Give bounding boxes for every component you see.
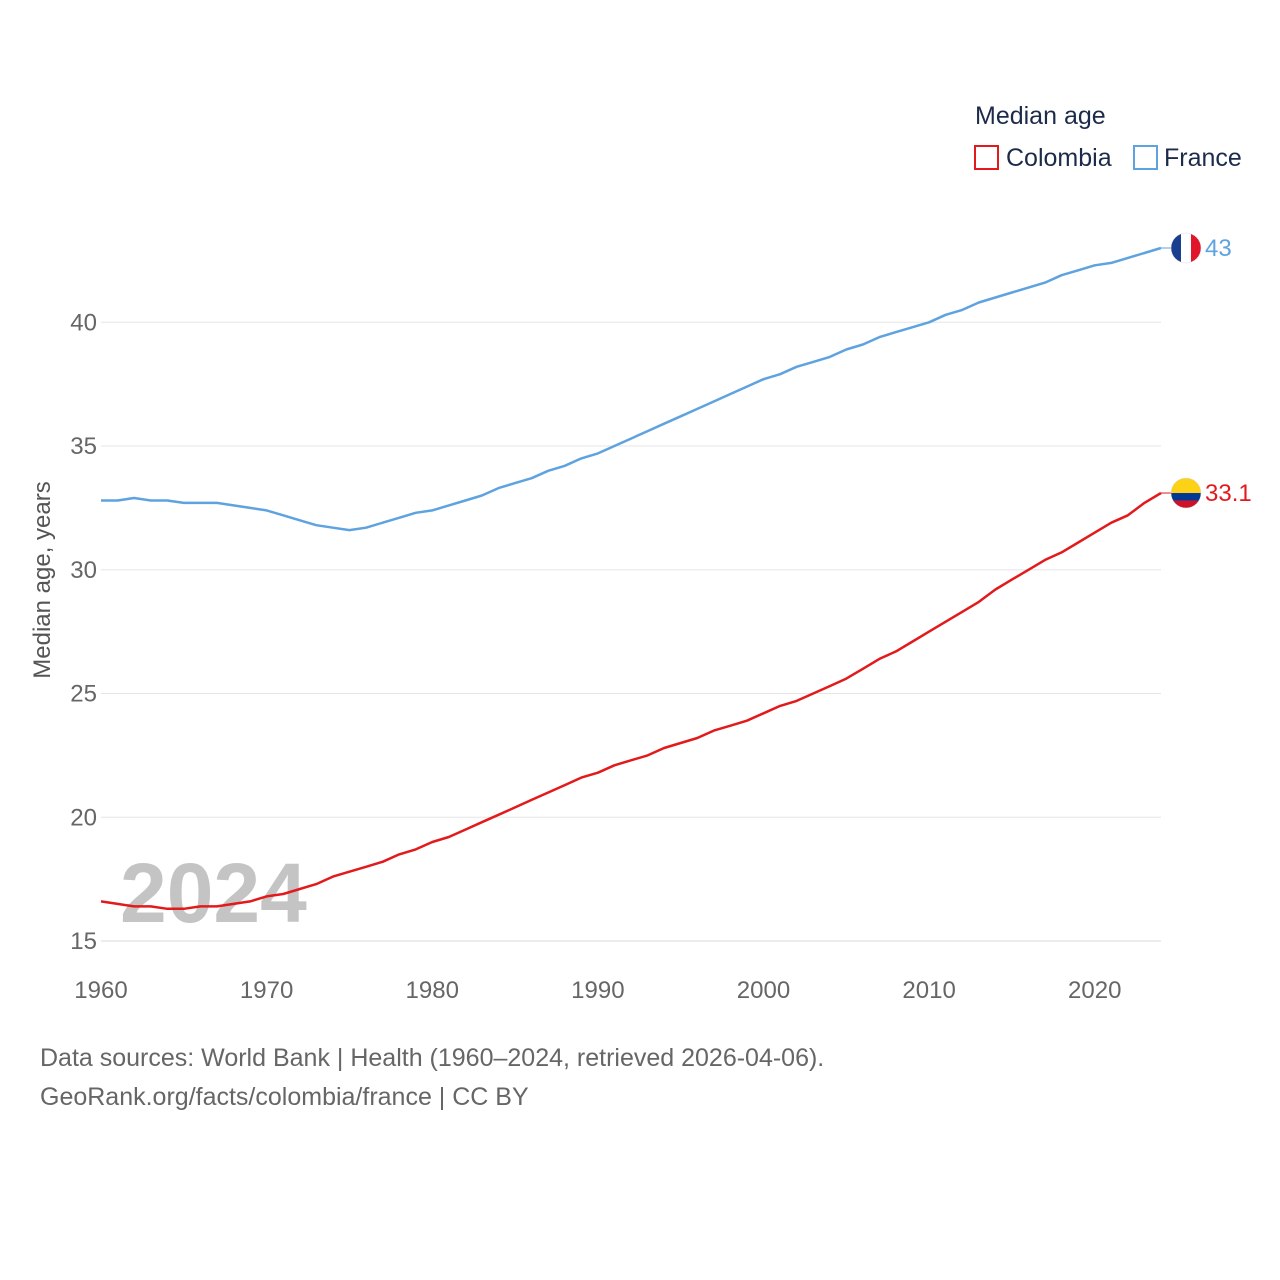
series-lines (100, 246, 1162, 911)
flag-stripe-yellow (1171, 478, 1201, 494)
flag-stripe-red (1171, 500, 1201, 509)
france-flag-icon (1170, 232, 1202, 264)
y-axis-ticks: 15 20 25 30 35 40 (70, 309, 97, 955)
median-age-line-chart: 15 20 25 30 35 40 1960 1970 1980 1990 2000 2010 202… (29, 102, 1252, 1004)
y-axis-label: Median age, years (29, 481, 56, 678)
x-tick-label-2020: 2020 (1068, 977, 1121, 1004)
x-tick-label-1980: 1980 (406, 977, 459, 1004)
x-tick-label-1990: 1990 (571, 977, 624, 1004)
legend-title: Median age (975, 102, 1106, 130)
y-tick-label-20: 20 (70, 804, 97, 831)
end-value-label-france: 43 (1205, 235, 1232, 262)
year-watermark: 2024 (120, 846, 307, 940)
legend-item-france[interactable]: France (1133, 144, 1242, 172)
y-tick-label-15: 15 (70, 928, 97, 955)
y-tick-label-35: 35 (70, 433, 97, 460)
flag-border-colombia (1170, 477, 1202, 509)
series-line-colombia (100, 491, 1162, 911)
x-tick-label-1960: 1960 (74, 977, 127, 1004)
y-tick-label-40: 40 (70, 309, 97, 336)
flag-stripe-blue (1171, 233, 1181, 263)
y-tick-label-25: 25 (70, 681, 97, 708)
x-axis-ticks: 1960 1970 1980 1990 2000 2010 2020 (74, 977, 1121, 1004)
end-value-label-colombia: 33.1 (1205, 480, 1252, 507)
legend: Median age Colombia France (974, 102, 1242, 172)
flag-stripe-white (1181, 233, 1191, 263)
legend-label-colombia: Colombia (1006, 144, 1112, 172)
x-tick-label-2000: 2000 (737, 977, 790, 1004)
x-tick-label-1970: 1970 (240, 977, 293, 1004)
flag-border-france (1170, 232, 1202, 264)
footer-credit[interactable]: GeoRank.org/facts/colombia/france | CC B… (40, 1083, 529, 1111)
flag-stripe-red (1191, 233, 1201, 263)
end-labels: 33.1 43 (1161, 232, 1252, 509)
flag-stripe-blue (1171, 493, 1201, 501)
y-tick-label-30: 30 (70, 557, 97, 584)
legend-item-colombia[interactable]: Colombia (974, 144, 1112, 172)
legend-label-france: France (1164, 144, 1242, 172)
x-tick-label-2010: 2010 (902, 977, 955, 1004)
footer-sources: Data sources: World Bank | Health (1960–… (40, 1044, 825, 1072)
colombia-flag-icon (1170, 477, 1202, 509)
legend-swatch-france (1133, 145, 1158, 170)
legend-swatch-colombia (974, 145, 999, 170)
series-line-france (101, 246, 1162, 532)
grid-lines (101, 321, 1161, 942)
